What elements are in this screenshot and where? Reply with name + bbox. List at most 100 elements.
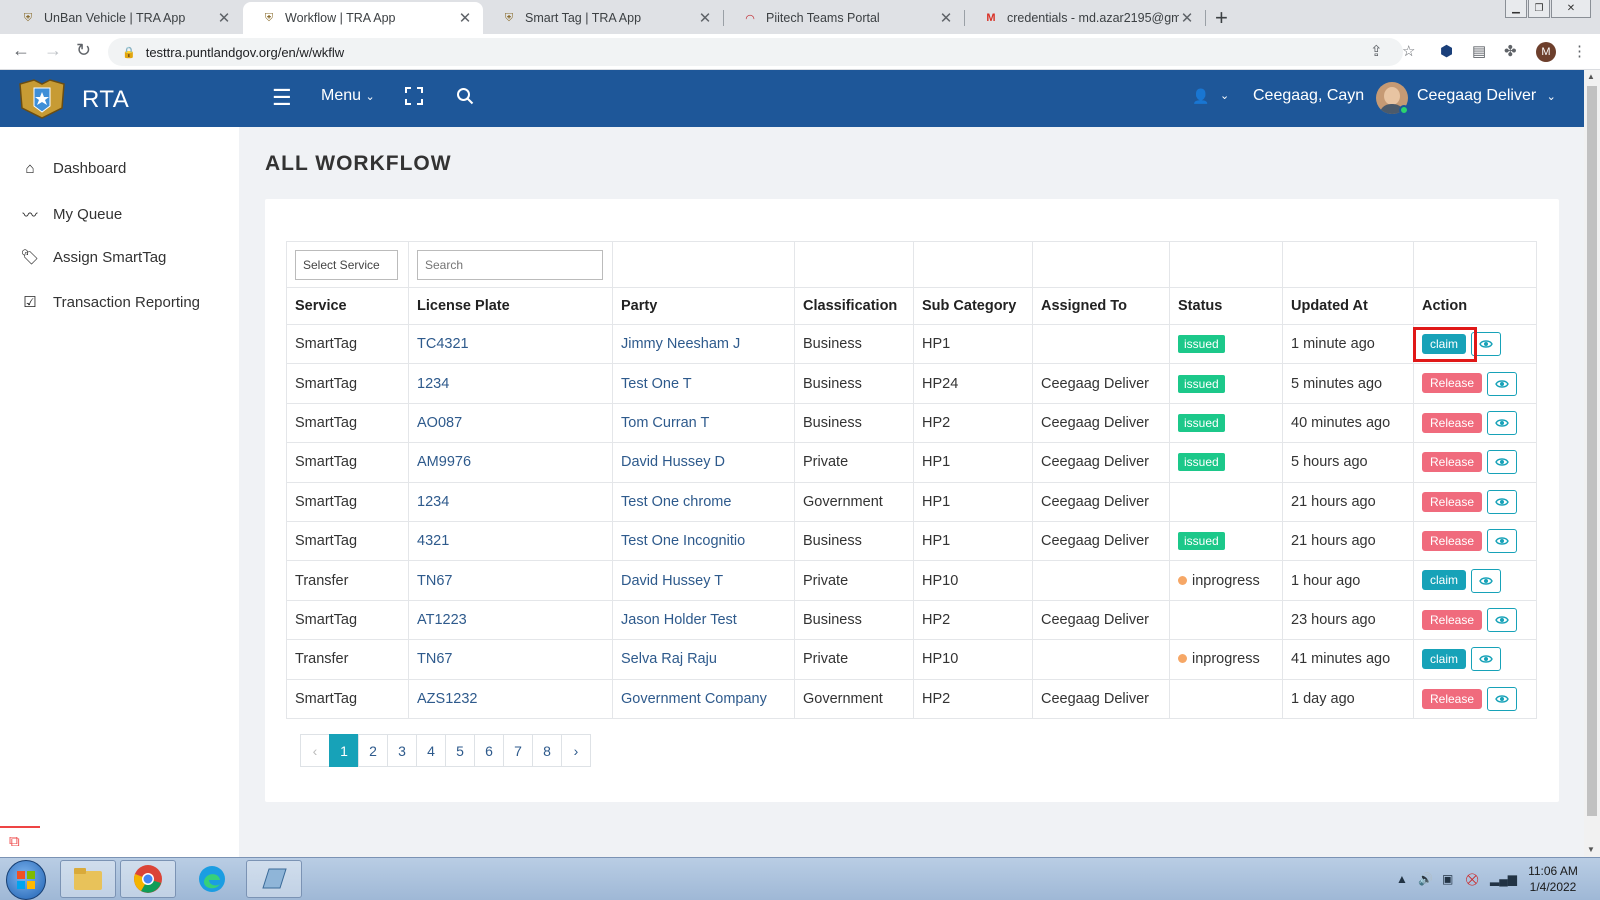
sidebar-item-transaction-reporting[interactable]: ☑ Transaction Reporting: [18, 293, 200, 312]
view-button[interactable]: [1487, 529, 1518, 554]
license-plate-link[interactable]: 4321: [417, 533, 450, 550]
scrollbar-thumb[interactable]: [1587, 86, 1597, 816]
back-icon[interactable]: ←: [12, 40, 30, 60]
browser-tab-active[interactable]: ⛨ Workflow | TRA App ✕: [243, 2, 483, 34]
tray-expand-icon[interactable]: ▲: [1396, 872, 1408, 886]
url-bar[interactable]: 🔒 testtra.puntlandgov.org/en/w/wkflw: [108, 38, 1403, 66]
extension-shield-icon[interactable]: ⬢: [1440, 43, 1454, 60]
party-link[interactable]: David Hussey D: [621, 454, 725, 471]
view-button[interactable]: [1487, 607, 1518, 632]
page-button[interactable]: 2: [358, 734, 388, 767]
close-icon[interactable]: ✕: [1180, 10, 1194, 27]
license-plate-link[interactable]: AM9976: [417, 454, 472, 471]
scroll-down-icon[interactable]: ▼: [1587, 845, 1595, 854]
browser-tab[interactable]: ⛨ Smart Tag | TRA App ✕: [483, 2, 723, 34]
page-button[interactable]: 5: [445, 734, 475, 767]
claim-button[interactable]: claim: [1422, 570, 1467, 591]
rta-crest-logo[interactable]: [14, 78, 70, 120]
chevron-down-icon[interactable]: ⌄: [1220, 90, 1230, 102]
next-page-button[interactable]: ›: [561, 734, 591, 767]
user-menu[interactable]: Ceegaag Deliver ⌄: [1417, 87, 1556, 105]
close-icon[interactable]: ✕: [458, 10, 472, 27]
party-link[interactable]: Test One T: [621, 375, 692, 392]
view-button[interactable]: [1487, 371, 1518, 396]
party-link[interactable]: Test One chrome: [621, 493, 732, 510]
party-link[interactable]: Jimmy Neesham J: [621, 336, 741, 353]
hamburger-icon[interactable]: ☰: [272, 85, 292, 110]
signal-icon[interactable]: ▂▄▆: [1490, 872, 1517, 886]
license-plate-link[interactable]: TC4321: [417, 336, 469, 353]
forward-icon[interactable]: →: [44, 40, 62, 60]
party-link[interactable]: Test One Incognitio: [621, 533, 746, 550]
page-button[interactable]: 1: [329, 734, 359, 767]
party-link[interactable]: Government Company: [621, 690, 767, 707]
sidebar-item-dashboard[interactable]: ⌂ Dashboard: [18, 160, 126, 177]
page-button[interactable]: 7: [503, 734, 533, 767]
view-button[interactable]: [1487, 489, 1518, 514]
start-button[interactable]: [6, 860, 46, 900]
release-button[interactable]: Release: [1422, 373, 1483, 394]
license-plate-link[interactable]: 1234: [417, 493, 450, 510]
view-button[interactable]: [1471, 332, 1502, 357]
license-plate-link[interactable]: AO087: [417, 414, 463, 431]
view-button[interactable]: [1487, 686, 1518, 711]
claim-button[interactable]: claim: [1422, 649, 1467, 670]
page-button[interactable]: 3: [387, 734, 417, 767]
browser-tab[interactable]: ◠ Piitech Teams Portal ✕: [724, 2, 964, 34]
release-button[interactable]: Release: [1422, 609, 1483, 630]
close-icon[interactable]: ✕: [698, 10, 712, 27]
search-icon[interactable]: [456, 87, 474, 105]
scroll-up-icon[interactable]: ▲: [1587, 72, 1595, 81]
release-button[interactable]: Release: [1422, 688, 1483, 709]
vertical-scrollbar[interactable]: ▲ ▼: [1584, 70, 1600, 857]
close-window-icon[interactable]: ✕: [1551, 0, 1591, 18]
minimize-icon[interactable]: ▁: [1505, 0, 1527, 18]
service-select[interactable]: Select Service: [295, 249, 398, 280]
debug-toolbar-icon[interactable]: ⧉: [0, 826, 40, 857]
license-plate-link[interactable]: TN67: [417, 572, 453, 589]
close-icon[interactable]: ✕: [217, 10, 231, 27]
location-label[interactable]: Ceegaag, Cayn: [1253, 87, 1365, 104]
user-icon[interactable]: 👤: [1192, 88, 1210, 104]
release-button[interactable]: Release: [1422, 412, 1483, 433]
view-button[interactable]: [1471, 568, 1502, 593]
license-plate-link[interactable]: TN67: [417, 651, 453, 668]
profile-avatar[interactable]: M: [1536, 42, 1556, 62]
share-icon[interactable]: ⇪: [1370, 43, 1383, 60]
notepad-taskbar-icon[interactable]: [246, 860, 302, 898]
browser-tab[interactable]: M credentials - md.azar2195@gmai ✕: [965, 2, 1205, 34]
view-button[interactable]: [1487, 410, 1518, 435]
device-icon[interactable]: ▣: [1442, 872, 1454, 886]
reload-icon[interactable]: ↻: [76, 40, 92, 60]
party-link[interactable]: Selva Raj Raju: [621, 651, 717, 668]
page-button[interactable]: 8: [532, 734, 562, 767]
license-plate-link[interactable]: 1234: [417, 375, 450, 392]
menu-dropdown[interactable]: Menu ⌄: [321, 87, 375, 105]
system-clock[interactable]: 11:06 AM 1/4/2022: [1518, 863, 1588, 895]
prev-page-button[interactable]: ‹: [300, 734, 330, 767]
new-tab-icon[interactable]: +: [1215, 5, 1228, 30]
claim-button[interactable]: claim: [1422, 334, 1467, 355]
close-icon[interactable]: ✕: [939, 10, 953, 27]
view-button[interactable]: [1471, 647, 1502, 672]
network-error-icon[interactable]: ⛒: [1466, 872, 1479, 886]
sidebar-item-my-queue[interactable]: 〰 My Queue: [18, 204, 122, 225]
page-button[interactable]: 4: [416, 734, 446, 767]
license-plate-link[interactable]: AT1223: [417, 611, 467, 628]
party-link[interactable]: David Hussey T: [621, 572, 724, 589]
release-button[interactable]: Release: [1422, 491, 1483, 512]
bookmark-star-icon[interactable]: ☆: [1402, 43, 1416, 60]
view-button[interactable]: [1487, 450, 1518, 475]
extensions-puzzle-icon[interactable]: ✤: [1504, 43, 1517, 60]
chrome-taskbar-icon[interactable]: [120, 860, 176, 898]
fullscreen-icon[interactable]: [405, 87, 423, 105]
browser-tab[interactable]: ⛨ UnBan Vehicle | TRA App ✕: [2, 2, 242, 34]
license-plate-link[interactable]: AZS1232: [417, 690, 478, 707]
release-button[interactable]: Release: [1422, 452, 1483, 473]
kebab-menu-icon[interactable]: ⋮: [1572, 43, 1587, 60]
search-input[interactable]: [417, 249, 603, 280]
extension-clipboard-icon[interactable]: ▤: [1472, 43, 1487, 60]
edge-taskbar-icon[interactable]: [184, 860, 240, 898]
party-link[interactable]: Jason Holder Test: [621, 611, 737, 628]
party-link[interactable]: Tom Curran T: [621, 414, 710, 431]
